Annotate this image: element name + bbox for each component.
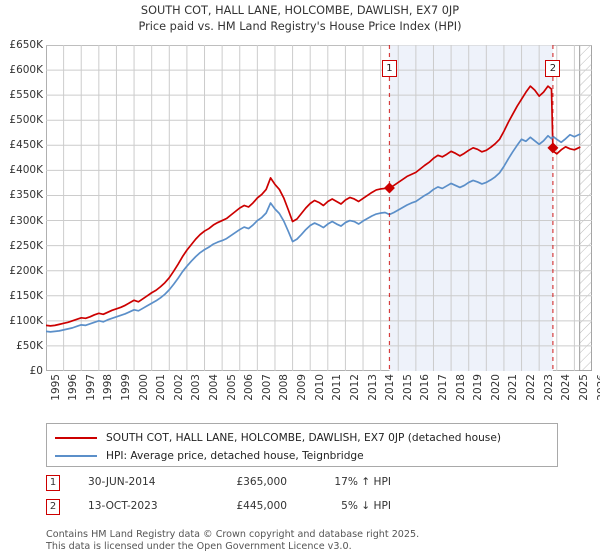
y-axis-tick: £200K bbox=[9, 264, 43, 277]
y-axis-tick: £250K bbox=[9, 239, 43, 252]
x-axis-tick: 2025 bbox=[577, 374, 590, 401]
series-line bbox=[46, 133, 581, 333]
x-axis-labels: 1995 1996 1997 1998 1999 2000 2001 2002 2003 2004… bbox=[46, 374, 600, 414]
x-axis-tick: 2023 bbox=[542, 374, 555, 401]
ownership-band bbox=[389, 45, 553, 371]
y-axis-tick: £650K bbox=[9, 39, 43, 51]
y-axis-tick: £450K bbox=[9, 139, 43, 152]
x-axis-tick: 2024 bbox=[560, 374, 573, 401]
x-axis-tick: 2004 bbox=[208, 374, 221, 401]
chart-canvas bbox=[46, 45, 592, 371]
legend-label: HPI: Average price, detached house, Teig… bbox=[106, 450, 364, 462]
x-axis-tick: 1995 bbox=[49, 374, 62, 401]
y-axis-tick: £550K bbox=[9, 89, 43, 102]
sale-price: £365,000 bbox=[236, 476, 287, 488]
sale-index-badge[interactable]: 2 bbox=[46, 499, 60, 515]
sale-hpi-delta: 5% ↓ HPI bbox=[341, 500, 391, 512]
x-axis-tick: 2018 bbox=[454, 374, 467, 401]
sale-date: 30-JUN-2014 bbox=[88, 476, 156, 488]
x-axis-tick: 2012 bbox=[348, 374, 361, 401]
x-axis-tick: 2007 bbox=[260, 374, 273, 401]
no-data-region bbox=[579, 45, 592, 371]
y-axis-labels: £0 £50K £100K £150K £200K £250K £300K £350K £400… bbox=[0, 39, 43, 377]
x-axis-tick: 2022 bbox=[525, 374, 538, 401]
y-axis-tick: £100K bbox=[9, 314, 43, 327]
x-axis-tick: 2013 bbox=[366, 374, 379, 401]
x-axis-tick: 2014 bbox=[384, 374, 397, 401]
sale-index-badge[interactable]: 1 bbox=[46, 475, 60, 491]
x-axis-tick: 2005 bbox=[225, 374, 238, 401]
x-axis-tick: 1996 bbox=[67, 374, 80, 401]
legend-swatch bbox=[55, 455, 97, 457]
y-axis-tick: £350K bbox=[9, 189, 43, 202]
legend-item: SOUTH COT, HALL LANE, HOLCOMBE, DAWLISH,… bbox=[55, 428, 501, 448]
x-axis-tick: 2021 bbox=[507, 374, 520, 401]
y-axis-tick: £300K bbox=[9, 214, 43, 227]
legend-item: HPI: Average price, detached house, Teig… bbox=[55, 446, 364, 466]
legend-swatch bbox=[55, 437, 97, 439]
y-axis-tick: £50K bbox=[16, 339, 43, 352]
x-axis-tick: 2020 bbox=[489, 374, 502, 401]
sale-marker bbox=[383, 182, 395, 194]
legend-label: SOUTH COT, HALL LANE, HOLCOMBE, DAWLISH,… bbox=[106, 432, 501, 444]
x-axis-tick: 1998 bbox=[102, 374, 115, 401]
sale-marker bbox=[547, 142, 559, 154]
x-axis-tick: 2003 bbox=[190, 374, 203, 401]
x-axis-tick: 2008 bbox=[278, 374, 291, 401]
x-axis-tick: 2009 bbox=[296, 374, 309, 401]
footer-attribution: Contains HM Land Registry data © Crown c… bbox=[46, 529, 586, 552]
annotation-badge[interactable]: 1 bbox=[381, 60, 397, 77]
sale-date: 13-OCT-2023 bbox=[88, 500, 158, 512]
x-axis-tick: 2017 bbox=[436, 374, 449, 401]
x-axis-tick: 2006 bbox=[243, 374, 256, 401]
x-axis-tick: 2000 bbox=[137, 374, 150, 401]
x-axis-tick: 1999 bbox=[119, 374, 132, 401]
chart-title-line1: SOUTH COT, HALL LANE, HOLCOMBE, DAWLISH,… bbox=[140, 4, 460, 17]
sale-price: £445,000 bbox=[236, 500, 287, 512]
x-axis-tick: 2010 bbox=[313, 374, 326, 401]
x-axis-tick: 2026 bbox=[595, 374, 600, 401]
x-axis-tick: 2002 bbox=[172, 374, 185, 401]
y-axis-tick: £0 bbox=[29, 365, 43, 377]
x-axis-tick: 2019 bbox=[472, 374, 485, 401]
chart-legend: SOUTH COT, HALL LANE, HOLCOMBE, DAWLISH,… bbox=[46, 423, 558, 467]
y-axis-tick: £600K bbox=[9, 64, 43, 77]
chart-title: SOUTH COT, HALL LANE, HOLCOMBE, DAWLISH,… bbox=[0, 3, 600, 35]
annotation-badge[interactable]: 2 bbox=[545, 60, 561, 77]
sale-hpi-delta: 17% ↑ HPI bbox=[334, 476, 391, 488]
x-axis-tick: 2015 bbox=[401, 374, 414, 401]
y-axis-tick: £400K bbox=[9, 164, 43, 177]
x-axis-tick: 2011 bbox=[331, 374, 344, 401]
series-line bbox=[46, 85, 581, 327]
footer-line2: This data is licensed under the Open Gov… bbox=[46, 540, 352, 552]
y-axis-tick: £150K bbox=[9, 289, 43, 302]
x-axis-tick: 2001 bbox=[155, 374, 168, 401]
x-axis-tick: 1997 bbox=[84, 374, 97, 401]
chart-title-line2: Price paid vs. HM Land Registry's House … bbox=[138, 20, 462, 33]
footer-line1: Contains HM Land Registry data © Crown c… bbox=[46, 529, 420, 540]
y-axis-tick: £500K bbox=[9, 114, 43, 127]
x-axis-tick: 2016 bbox=[419, 374, 432, 401]
